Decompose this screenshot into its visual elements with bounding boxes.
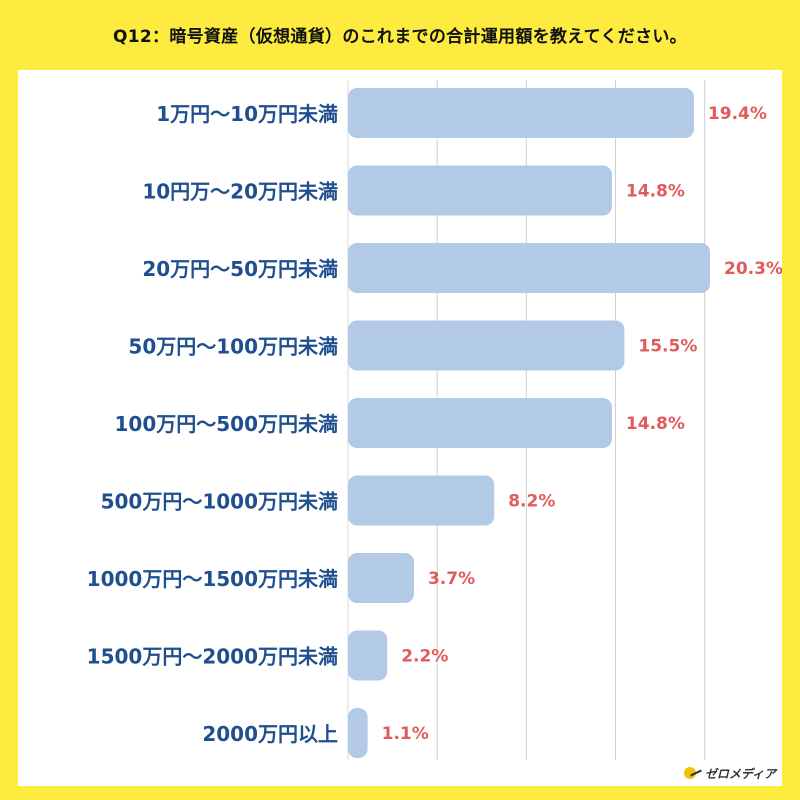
- bar: [348, 243, 710, 293]
- category-label: 20万円〜50万円未満: [142, 257, 338, 281]
- value-label: 1.1%: [382, 724, 429, 744]
- value-label: 2.2%: [401, 647, 448, 667]
- category-label: 1万円〜10万円未満: [156, 102, 338, 126]
- value-label: 14.8%: [626, 414, 685, 434]
- value-label: 20.3%: [724, 259, 782, 279]
- category-label: 500万円〜1000万円未満: [101, 490, 338, 514]
- bar: [348, 398, 612, 448]
- category-label: 2000万円以上: [202, 722, 338, 746]
- bar: [348, 553, 414, 603]
- value-label: 14.8%: [626, 182, 685, 202]
- logo-text: ゼロメディア: [704, 766, 776, 781]
- bar: [348, 88, 694, 138]
- bar-chart: 1万円〜10万円未満 19.4% 10円万〜20万円未満 14.8% 20万円〜50万円…: [87, 80, 782, 760]
- bar: [348, 475, 495, 526]
- category-label: 50万円〜100万円未満: [128, 335, 338, 359]
- chart-title: Q12：暗号資産（仮想通貨）のこれまでの合計運用額を教えてください。: [113, 27, 687, 47]
- brand-logo: ゼロメディア: [683, 762, 776, 784]
- category-label: 1500万円〜2000万円未満: [87, 645, 338, 669]
- category-label: 100万円〜500万円未満: [115, 412, 339, 436]
- bar: [348, 320, 625, 371]
- chart-panel: 1万円〜10万円未満 19.4% 10円万〜20万円未満 14.8% 20万円〜50万円…: [18, 70, 782, 786]
- bar: [348, 630, 388, 681]
- value-label: 3.7%: [428, 569, 475, 589]
- value-label: 19.4%: [708, 104, 767, 124]
- logo-icon: [683, 765, 702, 781]
- category-label: 10円万〜20万円未満: [142, 180, 338, 204]
- bar: [348, 708, 368, 758]
- value-label: 8.2%: [508, 492, 555, 512]
- category-label: 1000万円〜1500万円未満: [87, 567, 338, 591]
- bar: [348, 165, 612, 216]
- value-label: 15.5%: [638, 337, 697, 357]
